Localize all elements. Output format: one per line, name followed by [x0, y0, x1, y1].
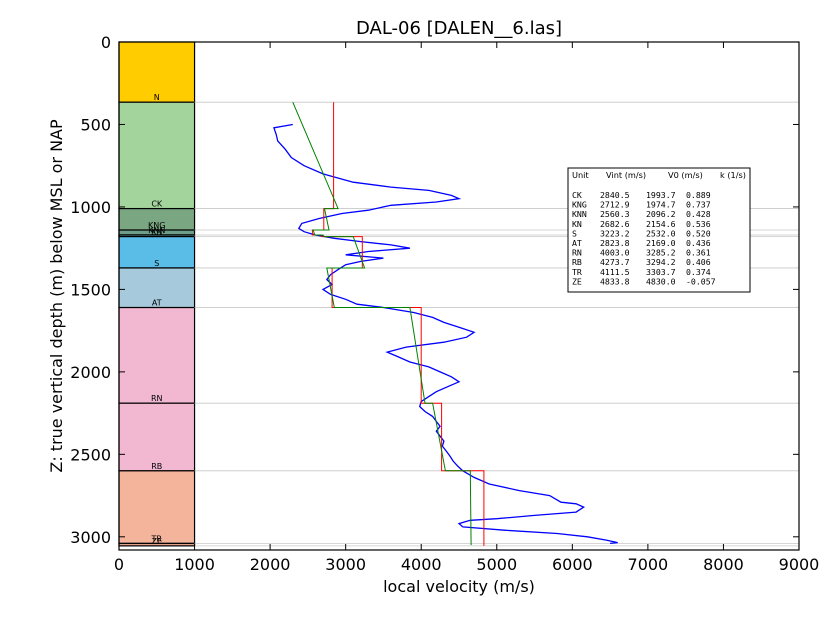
legend-cell: 0.428 [686, 209, 711, 219]
x-tick-label: 6000 [552, 555, 593, 574]
legend-cell: KN [572, 219, 582, 229]
legend-cell: 2154.6 [646, 219, 676, 229]
legend-cell: 2823.8 [600, 238, 630, 248]
x-tick-label: 5000 [476, 555, 517, 574]
legend-cell: 4833.8 [600, 276, 630, 286]
unit-label-rn: RN [151, 394, 163, 403]
y-tick-label: 1000 [70, 198, 111, 217]
legend-cell: 1993.7 [646, 190, 676, 200]
legend-cell: 0.374 [686, 267, 711, 277]
unit-label-at: AT [152, 299, 162, 308]
legend-frame [567, 167, 751, 293]
unit-label-kn: KN [151, 228, 162, 237]
y-axis-label: Z: true vertical depth (m) below MSL or … [47, 119, 66, 473]
x-tick-label: 7000 [628, 555, 669, 574]
legend-cell: 2560.3 [600, 209, 630, 219]
unit-block-s [118, 236, 196, 269]
legend-cell: -0.057 [686, 276, 716, 286]
legend-cell: 4830.0 [646, 276, 676, 286]
unit-label-knn: KNN [148, 226, 165, 235]
legend-cell: TR [572, 267, 582, 277]
unit-block-n [118, 41, 196, 103]
legend-cell: 3223.2 [600, 228, 630, 238]
legend-cell: 2169.0 [646, 238, 676, 248]
unit-label-n: N [154, 93, 160, 102]
x-axis-label: local velocity (m/s) [383, 577, 535, 596]
unit-block-tr [118, 470, 196, 545]
legend-cell: 3294.2 [646, 257, 676, 267]
legend-cell: 4273.7 [600, 257, 630, 267]
legend-cell: 0.436 [686, 238, 711, 248]
axes-border [118, 41, 800, 551]
y-tick-label: 1500 [70, 280, 111, 299]
legend-cell: 0.361 [686, 248, 711, 258]
unit-block-rn [118, 306, 196, 404]
unit-label-rb: RB [151, 462, 162, 471]
x-axis-ticks: 0 1000 2000 3000 4000 5000 6000 7000 8000 9000 [114, 42, 819, 574]
unit-block-rb [118, 402, 196, 472]
legend-header-cell: Vint (m/s) [606, 170, 646, 180]
legend-cell: 2682.6 [600, 219, 630, 229]
series-v0-k-model [292, 102, 472, 546]
legend-cell: 2712.9 [600, 200, 630, 210]
unit-block-at [118, 267, 196, 309]
legend-cell: 2840.5 [600, 190, 630, 200]
y-tick-label: 2000 [70, 363, 111, 382]
legend-cell: KNG [572, 200, 587, 210]
legend-cell: 3285.2 [646, 248, 676, 258]
plot-frame [118, 41, 800, 551]
unit-label-kng: KNG [148, 221, 165, 230]
legend-cell: 3303.7 [646, 267, 676, 277]
unit-label-ck: CK [151, 200, 163, 209]
unit-block-ck [118, 101, 196, 210]
y-tick-label: 2500 [70, 445, 111, 464]
legend-header-cell: V0 (m/s) [668, 170, 703, 180]
legend-cell: AT [572, 238, 582, 248]
x-tick-label: 9000 [779, 555, 820, 574]
legend-cell: 0.406 [686, 257, 711, 267]
unit-label-s: S [154, 259, 159, 268]
legend-cell: 0.520 [686, 228, 711, 238]
legend-cell: RB [572, 257, 582, 267]
x-tick-label: 2000 [250, 555, 291, 574]
legend-cell: 0.536 [686, 219, 711, 229]
legend-header-cell: Unit [572, 170, 589, 180]
series-interval-velocity [311, 102, 485, 546]
x-tick-label: 3000 [325, 555, 366, 574]
x-tick-label: 1000 [174, 555, 215, 574]
y-tick-label: 3000 [70, 528, 111, 547]
legend-header-cell: k (1/s) [720, 170, 746, 180]
legend: Unit Vint (m/s) V0 (m/s) k (1/s) CK 2840.5 199… [567, 167, 751, 293]
series-velocity-log [273, 123, 618, 545]
x-tick-label: 0 [114, 555, 124, 574]
legend-cell: 2096.2 [646, 209, 676, 219]
legend-cell: 1974.7 [646, 200, 676, 210]
legend-cell: KNN [572, 209, 587, 219]
legend-cell: CK [572, 190, 582, 200]
legend-cell: RN [572, 248, 582, 258]
series-layer [273, 102, 618, 546]
unit-label-tr: TR [151, 534, 163, 543]
y-axis-ticks: 0 500 1000 1500 2000 2500 3000 [70, 33, 799, 547]
x-tick-label: 8000 [703, 555, 744, 574]
legend-cell: 4111.5 [600, 267, 630, 277]
legend-cell: 2532.0 [646, 228, 676, 238]
legend-cell: ZE [572, 276, 582, 286]
y-tick-label: 500 [80, 115, 111, 134]
chart-title: DAL-06 [DALEN__6.las] [356, 18, 562, 39]
legend-cell: 0.737 [686, 200, 711, 210]
x-tick-label: 4000 [401, 555, 442, 574]
y-tick-label: 0 [101, 33, 111, 52]
legend-cell: 0.889 [686, 190, 711, 200]
legend-cell: 4003.0 [600, 248, 630, 258]
legend-cell: S [572, 228, 577, 238]
unit-label-ze: ZE [152, 537, 163, 546]
